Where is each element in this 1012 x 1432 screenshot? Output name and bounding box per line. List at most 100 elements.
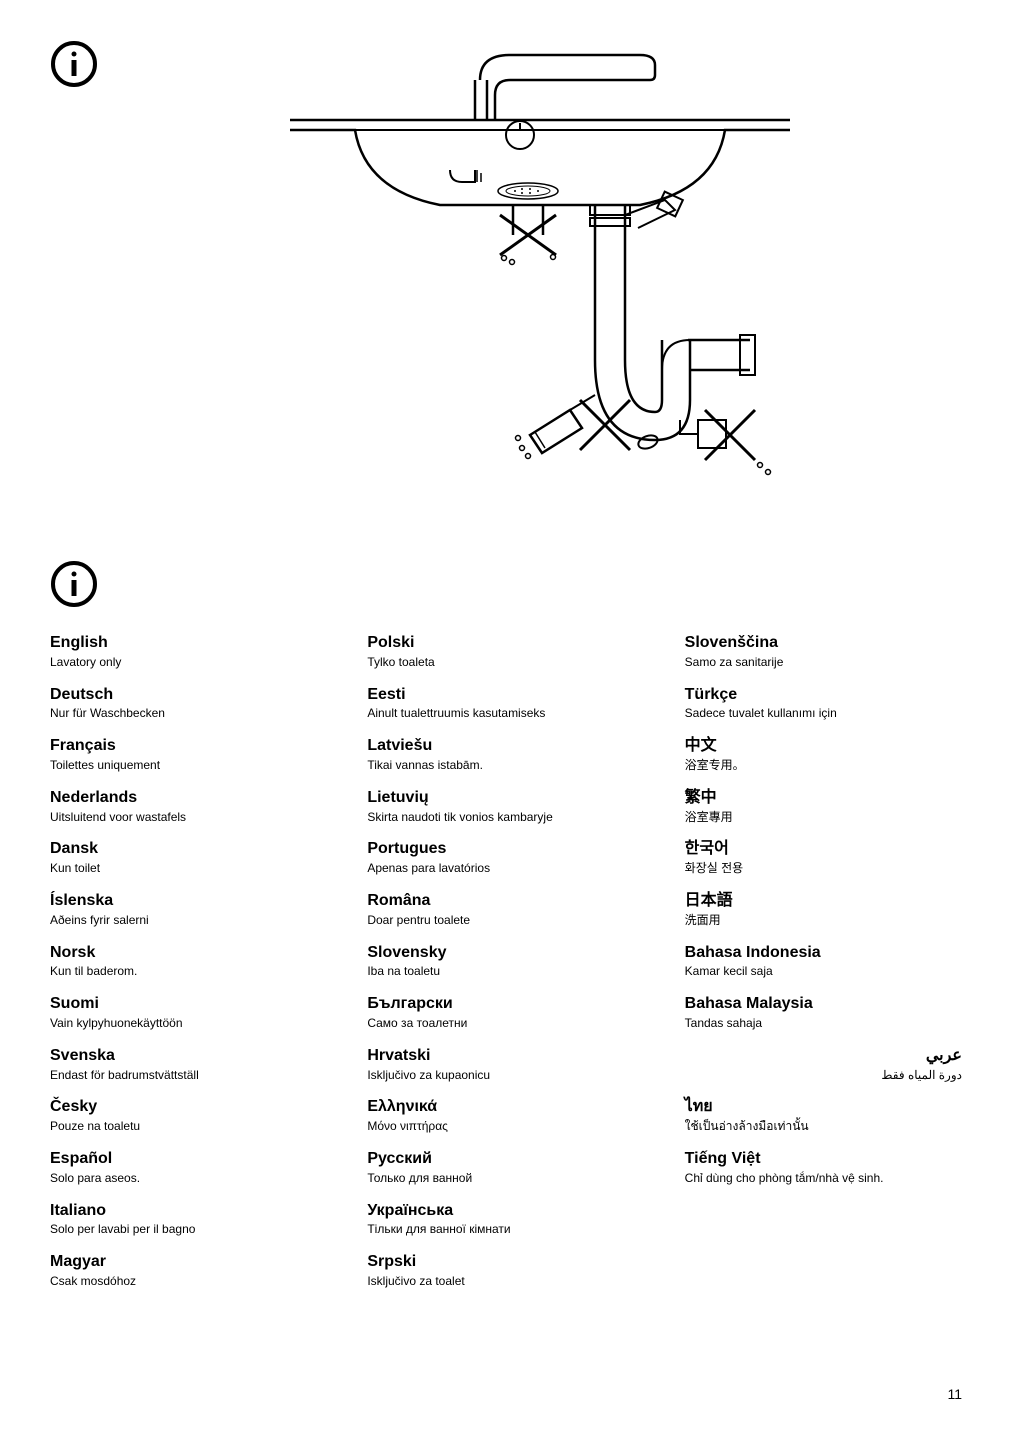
page-number: 11 <box>947 1386 962 1402</box>
lang-block: MagyarCsak mosdóhoz <box>50 1252 327 1290</box>
lang-text: Pouze na toaletu <box>50 1118 327 1135</box>
lang-block: TürkçeSadece tuvalet kullanımı için <box>685 685 962 723</box>
lang-name: Tiếng Việt <box>685 1149 962 1170</box>
lang-block: SlovenščinaSamo za sanitarije <box>685 633 962 671</box>
lang-text: Kun til baderom. <box>50 963 327 980</box>
lang-text: 화장실 전용 <box>685 860 962 877</box>
lang-name: 中文 <box>685 736 962 757</box>
lang-block: NederlandsUitsluitend voor wastafels <box>50 788 327 826</box>
info-icon-section <box>50 560 962 613</box>
lang-name: Ελληνικά <box>367 1097 644 1118</box>
lang-block: EestiAinult tualettruumis kasutamiseks <box>367 685 644 723</box>
lang-name: Italiano <box>50 1201 327 1222</box>
lang-text: Nur für Waschbecken <box>50 705 327 722</box>
lang-block: ČeskyPouze na toaletu <box>50 1097 327 1135</box>
lang-name: عربي <box>685 1046 962 1067</box>
lang-block: DeutschNur für Waschbecken <box>50 685 327 723</box>
lang-name: 日本語 <box>685 891 962 912</box>
lang-name: Svenska <box>50 1046 327 1067</box>
lang-name: Srpski <box>367 1252 644 1273</box>
lang-text: ใช้เป็นอ่างล้างมือเท่านั้น <box>685 1118 962 1135</box>
lang-text: Iba na toaletu <box>367 963 644 980</box>
lang-block: УкраїнськаТільки для ванної кімнати <box>367 1201 644 1239</box>
lang-block: Bahasa IndonesiaKamar kecil saja <box>685 943 962 981</box>
info-icon-top <box>50 40 98 93</box>
lang-name: Româna <box>367 891 644 912</box>
lang-block: PolskiTylko toaleta <box>367 633 644 671</box>
lang-name: Български <box>367 994 644 1015</box>
lang-text: Endast för badrumstvättställ <box>50 1067 327 1084</box>
lang-text: Sadece tuvalet kullanımı için <box>685 705 962 722</box>
lang-block: EspañolSolo para aseos. <box>50 1149 327 1187</box>
lang-name: Lietuvių <box>367 788 644 809</box>
lang-name: English <box>50 633 327 654</box>
lang-name: 繁中 <box>685 788 962 809</box>
lang-text: Solo para aseos. <box>50 1170 327 1187</box>
lang-text: 浴室專用 <box>685 809 962 826</box>
lang-text: دورة المياه فقط <box>685 1067 962 1084</box>
lang-name: Bahasa Malaysia <box>685 994 962 1015</box>
lang-name: Suomi <box>50 994 327 1015</box>
lang-name: Türkçe <box>685 685 962 706</box>
lang-text: Vain kylpyhuonekäyttöön <box>50 1015 327 1032</box>
lang-name: Українська <box>367 1201 644 1222</box>
sink-illustration <box>118 40 962 500</box>
lang-text: Kun toilet <box>50 860 327 877</box>
lang-block: LatviešuTikai vannas istabām. <box>367 736 644 774</box>
lang-text: Toilettes uniquement <box>50 757 327 774</box>
language-columns: EnglishLavatory only DeutschNur für Wasc… <box>50 633 962 1304</box>
lang-block: HrvatskiIsključivo za kupaonicu <box>367 1046 644 1084</box>
lang-text: Tikai vannas istabām. <box>367 757 644 774</box>
lang-block: ÍslenskaAðeins fyrir salerni <box>50 891 327 929</box>
lang-block: РусскийТолько для ванной <box>367 1149 644 1187</box>
lang-name: Íslenska <box>50 891 327 912</box>
lang-text: Tandas sahaja <box>685 1015 962 1032</box>
lang-name: 한국어 <box>685 839 962 860</box>
lang-name: Bahasa Indonesia <box>685 943 962 964</box>
lang-text: Lavatory only <box>50 654 327 671</box>
lang-block: 日本語洗面用 <box>685 891 962 929</box>
lang-name: Eesti <box>367 685 644 706</box>
lang-text: Isključivo za toalet <box>367 1273 644 1290</box>
column-1: EnglishLavatory only DeutschNur für Wasc… <box>50 633 327 1304</box>
lang-name: Polski <box>367 633 644 654</box>
lang-block: NorskKun til baderom. <box>50 943 327 981</box>
lang-name: Latviešu <box>367 736 644 757</box>
lang-name: Русский <box>367 1149 644 1170</box>
lang-name: ไทย <box>685 1097 962 1118</box>
lang-block: SlovenskyIba na toaletu <box>367 943 644 981</box>
lang-block: SvenskaEndast för badrumstvättställ <box>50 1046 327 1084</box>
column-2: PolskiTylko toaleta EestiAinult tualettr… <box>367 633 644 1304</box>
lang-text: Μόνο νιπτήρας <box>367 1118 644 1135</box>
lang-name: Česky <box>50 1097 327 1118</box>
lang-name: Hrvatski <box>367 1046 644 1067</box>
lang-block: SrpskiIsključivo za toalet <box>367 1252 644 1290</box>
lang-block: FrançaisToilettes uniquement <box>50 736 327 774</box>
lang-text: Тільки для ванної кімнати <box>367 1221 644 1238</box>
lang-block: RomânaDoar pentru toalete <box>367 891 644 929</box>
top-row <box>50 40 962 500</box>
lang-name: Slovensky <box>367 943 644 964</box>
lang-text: Aðeins fyrir salerni <box>50 912 327 929</box>
lang-text: 浴室专用。 <box>685 757 962 774</box>
lang-text: Ainult tualettruumis kasutamiseks <box>367 705 644 722</box>
lang-name: Français <box>50 736 327 757</box>
lang-block: ไทยใช้เป็นอ่างล้างมือเท่านั้น <box>685 1097 962 1135</box>
lang-name: Deutsch <box>50 685 327 706</box>
lang-text: Kamar kecil saja <box>685 963 962 980</box>
lang-name: Norsk <box>50 943 327 964</box>
lang-block: ΕλληνικάΜόνο νιπτήρας <box>367 1097 644 1135</box>
lang-block: 繁中浴室專用 <box>685 788 962 826</box>
lang-text: Uitsluitend voor wastafels <box>50 809 327 826</box>
lang-block-rtl: عربيدورة المياه فقط <box>685 1046 962 1084</box>
lang-text: Isključivo za kupaonicu <box>367 1067 644 1084</box>
lang-text: Solo per lavabi per il bagno <box>50 1221 327 1238</box>
lang-block: Bahasa MalaysiaTandas sahaja <box>685 994 962 1032</box>
lang-text: Skirta naudoti tik vonios kambaryje <box>367 809 644 826</box>
column-3: SlovenščinaSamo za sanitarije TürkçeSade… <box>685 633 962 1304</box>
lang-block: SuomiVain kylpyhuonekäyttöön <box>50 994 327 1032</box>
lang-name: Portugues <box>367 839 644 860</box>
lang-block: EnglishLavatory only <box>50 633 327 671</box>
lang-text: Само за тоалетни <box>367 1015 644 1032</box>
lang-text: Samo za sanitarije <box>685 654 962 671</box>
